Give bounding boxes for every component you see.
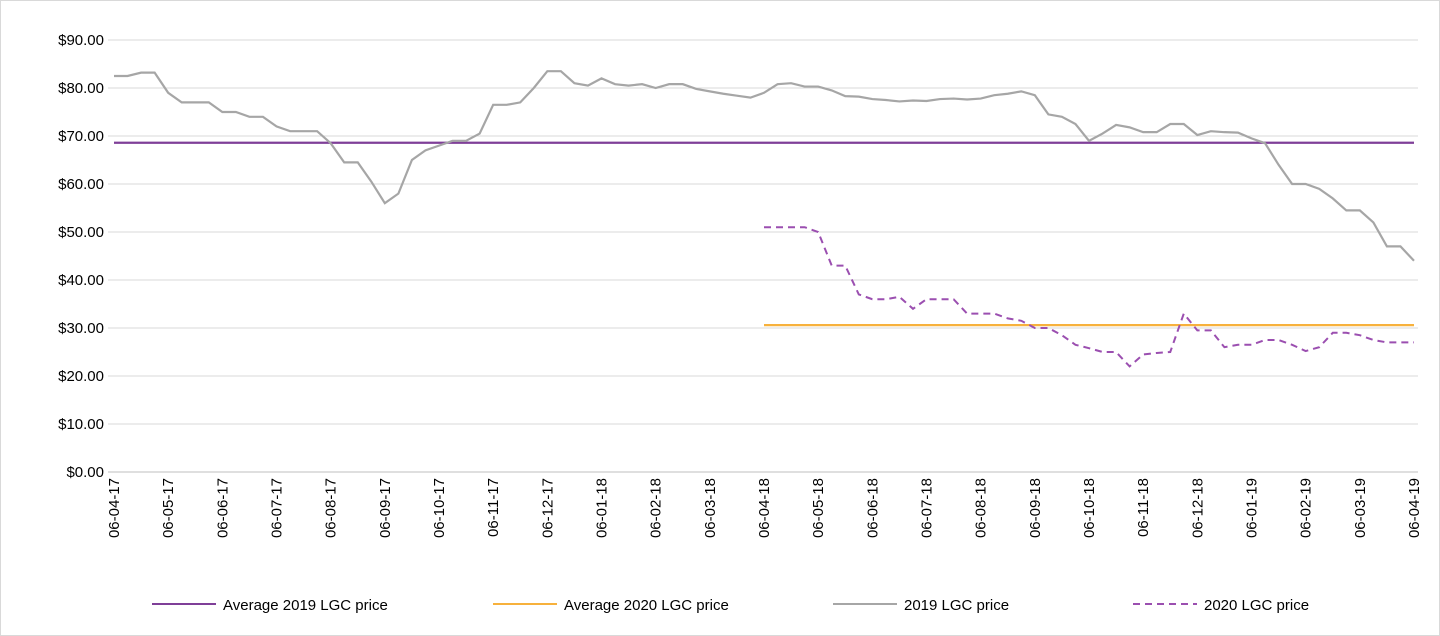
x-tick-label: 06-06-18 (864, 478, 881, 538)
x-tick-label: 06-09-18 (1027, 478, 1044, 538)
x-tick-label: 06-02-18 (648, 478, 665, 538)
y-tick-label: $30.00 (58, 320, 104, 337)
series-line (764, 226, 1414, 368)
x-tick-label: 06-04-18 (756, 478, 773, 538)
y-tick-label: $90.00 (58, 32, 104, 49)
x-tick-label: 06-05-17 (160, 478, 177, 538)
legend-label: 2019 LGC price (904, 597, 1009, 614)
y-tick-label: $10.00 (58, 416, 104, 433)
x-tick-label: 06-10-18 (1081, 478, 1098, 538)
x-tick-label: 06-08-18 (973, 478, 990, 538)
x-tick-label: 06-04-17 (106, 478, 123, 538)
legend-label: Average 2020 LGC price (564, 597, 729, 614)
y-tick-label: $50.00 (58, 224, 104, 241)
x-tick-label: 06-01-18 (594, 478, 611, 538)
y-tick-label: $60.00 (58, 176, 104, 193)
x-tick-label: 06-11-17 (485, 478, 502, 537)
x-tick-label: 06-03-18 (702, 478, 719, 538)
x-tick-label: 06-11-18 (1135, 478, 1152, 537)
x-tick-label: 06-12-18 (1189, 478, 1206, 538)
x-tick-label: 06-09-17 (377, 478, 394, 538)
y-tick-label: $20.00 (58, 368, 104, 385)
x-tick-label: 06-06-17 (214, 478, 231, 538)
y-tick-label: $0.00 (66, 464, 104, 481)
series-line (114, 70, 1415, 262)
x-tick-label: 06-07-17 (269, 478, 286, 538)
legend-label: 2020 LGC price (1204, 597, 1309, 614)
x-tick-label: 06-10-17 (431, 478, 448, 538)
x-tick-label: 06-05-18 (810, 478, 827, 538)
y-tick-label: $70.00 (58, 128, 104, 145)
x-tick-label: 06-02-19 (1298, 478, 1315, 538)
x-tick-label: 06-01-19 (1244, 478, 1261, 538)
x-tick-label: 06-07-18 (919, 478, 936, 538)
x-tick-label: 06-03-19 (1352, 478, 1369, 538)
x-tick-label: 06-04-19 (1406, 478, 1423, 538)
legend-label: Average 2019 LGC price (223, 597, 388, 614)
y-tick-label: $40.00 (58, 272, 104, 289)
x-tick-label: 06-08-17 (323, 478, 340, 538)
y-tick-label: $80.00 (58, 80, 104, 97)
x-tick-label: 06-12-17 (539, 478, 556, 538)
